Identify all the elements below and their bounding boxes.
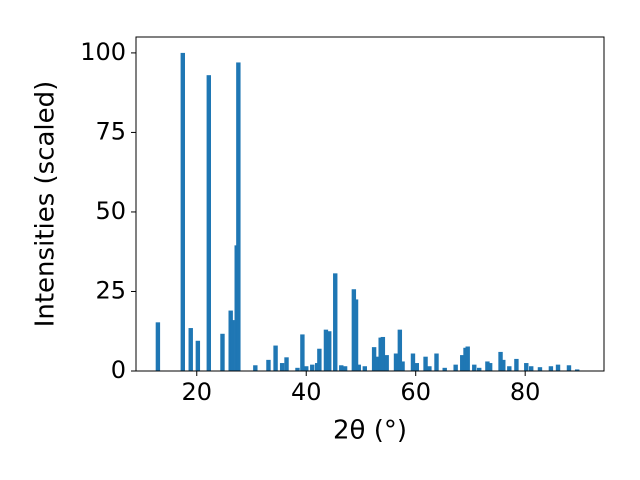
bar [371,347,377,371]
x-axis-label: 2θ (°) [333,416,407,446]
x-tick-label: 60 [400,378,431,406]
bar [279,363,285,371]
bar [472,364,477,371]
y-tick-label: 75 [95,117,126,145]
bar [537,367,543,371]
bar [524,363,529,371]
y-tick-label: 25 [95,276,126,304]
bar [507,366,512,371]
x-tick-label: 80 [510,378,541,406]
bar [501,359,506,371]
y-axis-label: Intensities (scaled) [31,81,61,328]
bar [380,336,386,371]
bar [206,75,211,372]
bar [230,320,235,371]
bar [220,333,225,371]
bar [465,346,470,371]
bar [273,345,278,371]
bar [356,364,361,371]
bar [339,365,344,371]
bar [304,366,309,371]
bar [327,331,332,371]
y-tick-label: 50 [95,197,126,225]
bar [310,364,315,371]
bar [323,329,329,371]
bar [155,322,161,371]
bar [555,364,561,371]
bar [460,355,465,371]
bar [188,328,193,371]
y-tick-label: 100 [80,38,126,66]
bar [427,366,432,371]
bar [195,340,201,371]
x-tick-label: 40 [291,378,322,406]
bar [414,363,419,371]
bar [374,356,380,371]
bar [442,367,447,371]
bar [236,62,241,371]
bar [485,361,490,371]
y-tick-label: 0 [111,356,126,384]
bar [342,366,348,371]
bar [317,348,322,371]
bar [362,366,367,371]
bar [434,353,439,371]
bar [333,273,338,371]
bar [487,363,493,371]
bar [300,334,305,371]
bar [453,364,458,371]
bar [180,52,185,372]
bar [353,299,359,371]
bar [400,361,405,371]
bar [410,353,416,371]
bar [548,366,554,371]
bar [514,358,519,371]
bar [266,359,271,371]
bar [477,367,482,371]
bar [498,351,503,371]
bar [423,356,428,371]
bar [384,355,389,371]
bar [253,365,258,371]
bar [574,369,580,371]
plot-frame [135,36,605,372]
bar [566,365,572,371]
x-tick-label: 20 [181,378,212,406]
bar [295,367,300,371]
bar [393,353,399,371]
bar [529,366,534,371]
bar [284,357,289,371]
bar [397,329,403,371]
